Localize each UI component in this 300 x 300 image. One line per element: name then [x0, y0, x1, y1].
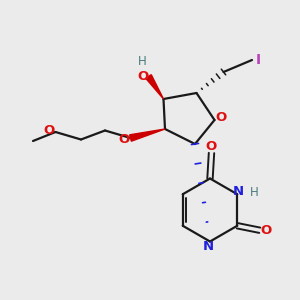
Text: O: O: [206, 140, 217, 153]
Polygon shape: [130, 129, 165, 141]
Text: N: N: [203, 240, 214, 254]
Text: N: N: [233, 185, 244, 198]
Text: O: O: [215, 111, 227, 124]
Text: H: H: [249, 186, 258, 199]
Polygon shape: [146, 75, 164, 99]
Text: H: H: [138, 55, 147, 68]
Text: O: O: [118, 133, 130, 146]
Text: I: I: [256, 53, 261, 67]
Text: O: O: [137, 70, 148, 83]
Text: O: O: [261, 224, 272, 237]
Text: O: O: [43, 124, 55, 137]
